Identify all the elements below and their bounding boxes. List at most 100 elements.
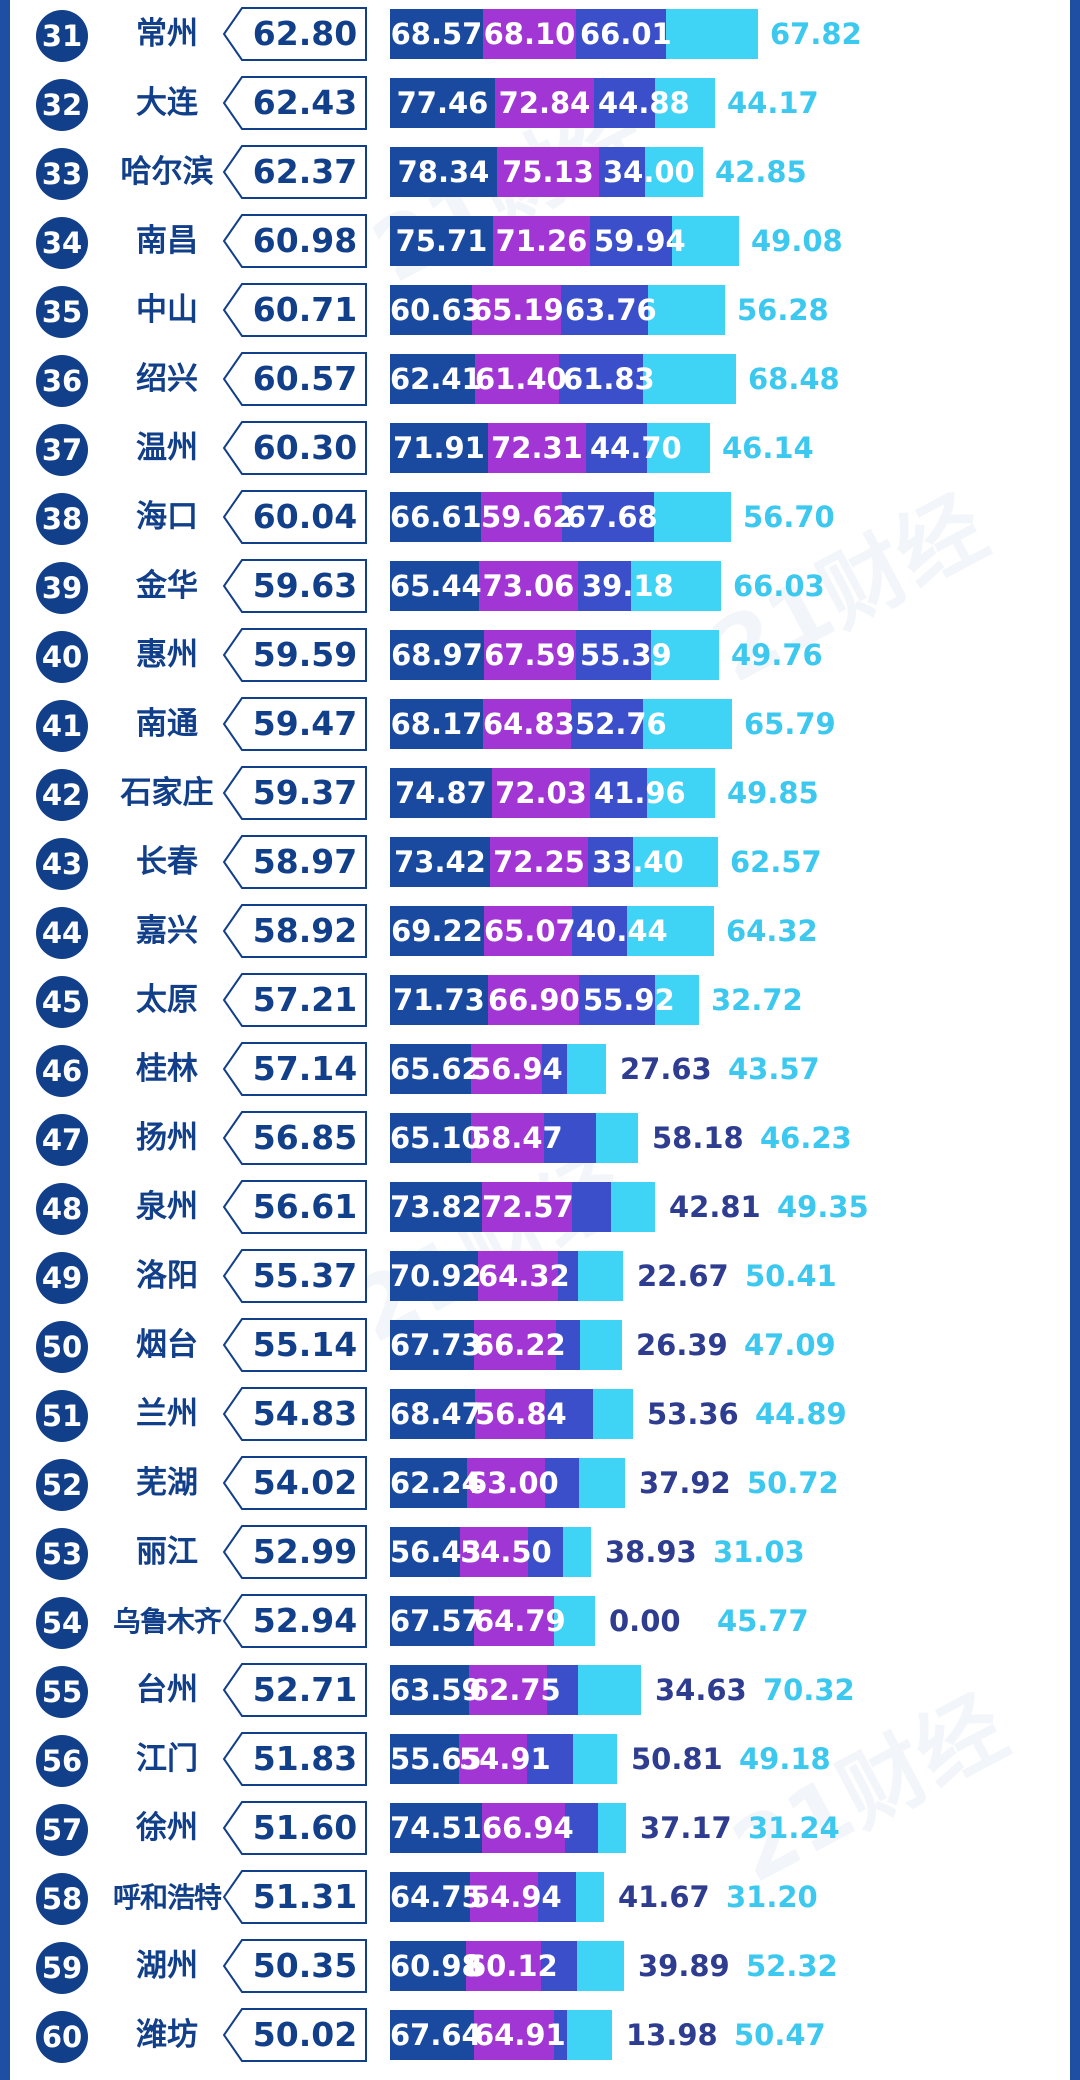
- value-label-dim1: 65.44: [390, 569, 482, 603]
- rank-badge: 37: [36, 424, 88, 476]
- value-label-dim4: 56.70: [743, 500, 835, 534]
- rank-badge: 46: [36, 1045, 88, 1097]
- value-label-dim2: 64.32: [478, 1259, 570, 1293]
- bar-segment-dim4: [578, 1251, 623, 1301]
- value-label-dim2: 66.90: [488, 983, 580, 1017]
- value-label-dim1: 64.75: [390, 1880, 482, 1914]
- value-label-dim1: 55.65: [390, 1742, 482, 1776]
- value-label-dim2: 54.91: [459, 1742, 551, 1776]
- rank-badge: 47: [36, 1114, 88, 1166]
- stacked-bar: [390, 906, 714, 956]
- bar-segment-dim1: [390, 1941, 466, 1991]
- value-label-dim1: 74.87: [395, 776, 487, 810]
- value-label-dim4: 49.35: [777, 1190, 869, 1224]
- city-name: 徐州: [136, 1810, 198, 1846]
- value-label-dim4: 44.17: [727, 86, 819, 120]
- city-name: 湖州: [136, 1948, 198, 1984]
- value-label-dim3: 22.67: [637, 1259, 729, 1293]
- stacked-bar: [390, 768, 715, 818]
- bar-segment-dim2: [459, 1734, 527, 1784]
- bar-segment-dim1: [390, 699, 483, 749]
- value-label-dim3: 53.36: [647, 1397, 739, 1431]
- stacked-bar: [390, 1251, 623, 1301]
- bar-segment-dim1: [390, 1803, 482, 1853]
- ranking-row: 31 常州 62.80 68.57 68.10 66.01 67.82: [0, 0, 1080, 69]
- value-label-dim1: 65.10: [390, 1121, 482, 1155]
- score-tag-outline: [222, 421, 367, 475]
- score-tag: 60.30: [220, 420, 368, 476]
- bar-segment-dim3: [542, 1044, 567, 1094]
- value-label-dim4: 47.09: [744, 1328, 836, 1362]
- city-name: 乌鲁木齐: [112, 1605, 222, 1638]
- bar-segment-dim1: [390, 1596, 474, 1646]
- bar-segment-dim1: [390, 1458, 467, 1508]
- stacked-bar: [390, 492, 731, 542]
- score-tag-outline: [222, 352, 367, 406]
- city-name: 丽江: [136, 1534, 198, 1570]
- score-tag: 62.80: [220, 6, 368, 62]
- stacked-bar: [390, 630, 719, 680]
- rank-badge: 40: [36, 631, 88, 683]
- composite-score: 54.02: [252, 1463, 358, 1502]
- bar-segment-dim3: [544, 1113, 596, 1163]
- bar-segment-dim1: [390, 492, 481, 542]
- score-tag: 60.71: [220, 282, 368, 338]
- ranking-row: 45 太原 57.21 71.73 66.90 55.92 32.72: [0, 966, 1080, 1035]
- stacked-bar: [390, 1527, 591, 1577]
- value-label-dim3: 63.76: [565, 293, 657, 327]
- bar-segment-dim3: [565, 1803, 598, 1853]
- score-tag-outline: [222, 973, 367, 1027]
- value-label-dim4: 49.08: [751, 224, 843, 258]
- ranking-row: 55 台州 52.71 63.59 62.75 34.63 70.32: [0, 1656, 1080, 1725]
- score-tag: 51.83: [220, 1731, 368, 1787]
- ranking-row: 58 呼和浩特 51.31 64.75 54.94 41.67 31.20: [0, 1863, 1080, 1932]
- score-tag: 57.14: [220, 1041, 368, 1097]
- score-tag: 55.37: [220, 1248, 368, 1304]
- bar-segment-dim1: [390, 1665, 469, 1715]
- value-label-dim4: 68.48: [748, 362, 840, 396]
- value-label-dim4: 49.76: [731, 638, 823, 672]
- bar-segment-dim1: [390, 1251, 478, 1301]
- bar-segment-dim3: [572, 906, 627, 956]
- composite-score: 60.04: [252, 497, 358, 536]
- bar-segment-dim3: [559, 354, 643, 404]
- stacked-bar: [390, 1803, 626, 1853]
- score-tag-outline: [222, 904, 367, 958]
- value-label-dim4: 49.85: [727, 776, 819, 810]
- value-label-dim1: 67.73: [390, 1328, 482, 1362]
- value-label-dim4: 31.24: [748, 1811, 840, 1845]
- ranking-row: 53 丽江 52.99 56.43 54.50 38.93 31.03: [0, 1518, 1080, 1587]
- value-label-dim1: 70.92: [390, 1259, 482, 1293]
- score-tag: 57.21: [220, 972, 368, 1028]
- value-label-dim3: 41.67: [618, 1880, 710, 1914]
- stacked-bar: [390, 561, 721, 611]
- bar-segment-dim3: [547, 1665, 578, 1715]
- bar-segment-dim2: [467, 1458, 545, 1508]
- rank-badge: 49: [36, 1252, 88, 1304]
- score-tag: 52.94: [220, 1593, 368, 1649]
- value-label-dim2: 72.25: [493, 845, 585, 879]
- bar-segment-dim4: [654, 492, 731, 542]
- value-label-dim4: 44.89: [755, 1397, 847, 1431]
- value-label-dim3: 39.89: [638, 1949, 730, 1983]
- city-name: 石家庄: [120, 775, 214, 811]
- score-tag: 62.37: [220, 144, 368, 200]
- city-name: 泉州: [136, 1189, 198, 1225]
- right-border: [1070, 0, 1080, 2080]
- bar-segment-dim4: [563, 1527, 591, 1577]
- value-label-dim1: 71.91: [393, 431, 485, 465]
- value-label-dim3: 40.44: [576, 914, 668, 948]
- score-tag-outline: [222, 697, 367, 751]
- score-tag: 58.97: [220, 834, 368, 890]
- rank-badge: 58: [36, 1873, 88, 1925]
- score-tag-outline: [222, 490, 367, 544]
- value-label-dim2: 62.75: [469, 1673, 561, 1707]
- rank-badge: 33: [36, 148, 88, 200]
- rank-badge: 43: [36, 838, 88, 890]
- value-label-dim1: 60.63: [390, 293, 482, 327]
- bar-segment-dim4: [647, 423, 710, 473]
- bar-segment-dim1: [390, 906, 484, 956]
- score-tag-outline: [222, 1525, 367, 1579]
- bar-segment-dim1: [390, 1182, 482, 1232]
